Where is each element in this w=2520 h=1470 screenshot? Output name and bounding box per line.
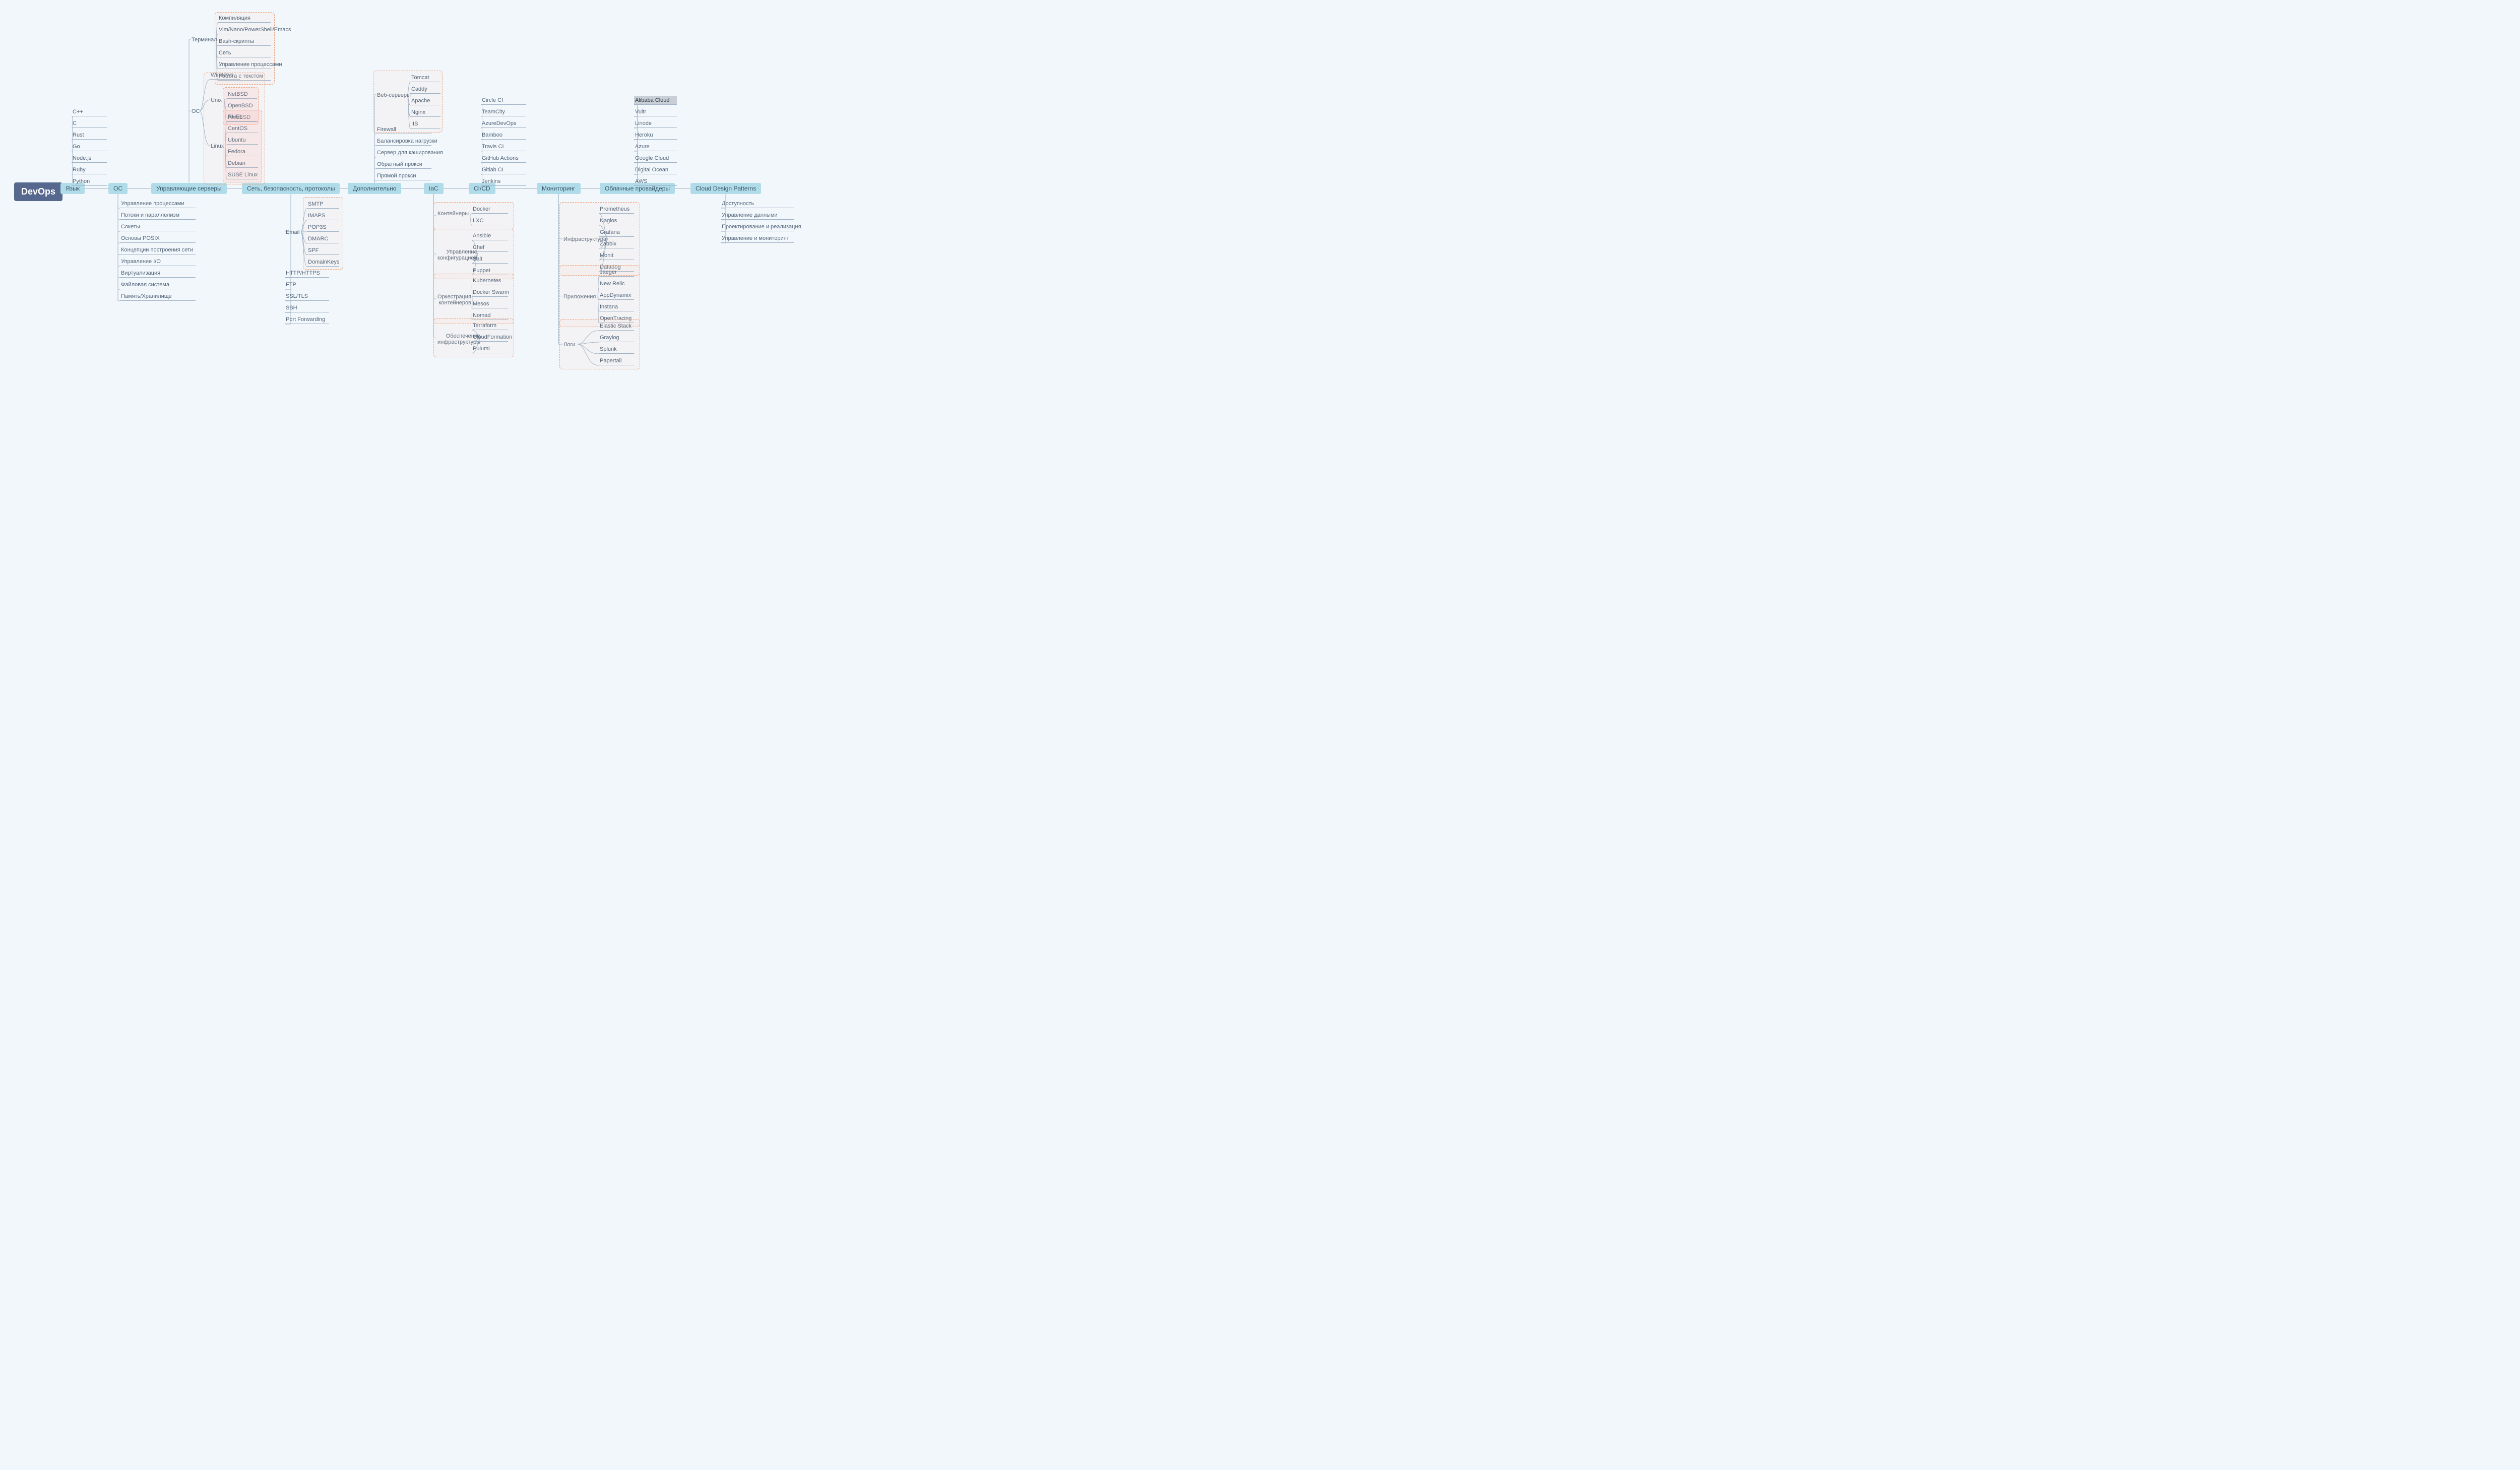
leaf[interactable]: Потоки и параллелизм: [120, 211, 196, 220]
leaf[interactable]: Circle CI: [481, 96, 526, 105]
leaf[interactable]: AppDynamix: [599, 291, 634, 300]
leaf[interactable]: SSH: [285, 304, 329, 312]
leaf[interactable]: Digital Ocean: [634, 166, 677, 174]
leaf[interactable]: SSL/TLS: [285, 292, 329, 301]
branch-os[interactable]: ОС: [108, 183, 128, 194]
leaf[interactable]: Сеть: [218, 49, 271, 57]
leaf[interactable]: Instana: [599, 303, 634, 311]
branch-net[interactable]: Сеть, безопасность, протоколы: [242, 183, 340, 194]
leaf[interactable]: Ansible: [472, 232, 508, 240]
leaf[interactable]: Прямой прокси: [376, 172, 431, 180]
leaf[interactable]: Alibaba Cloud: [634, 96, 677, 105]
leaf[interactable]: Управление процессами: [218, 60, 271, 69]
leaf[interactable]: Zabbix: [599, 240, 634, 248]
leaf[interactable]: Сервер для кэширования: [376, 149, 431, 157]
leaf[interactable]: Grafana: [599, 228, 634, 237]
leaf[interactable]: New Relic: [599, 280, 634, 288]
leaf[interactable]: Файловая система: [120, 281, 196, 289]
leaf[interactable]: Papertail: [599, 357, 634, 365]
group-box: [204, 73, 265, 184]
leaf[interactable]: TeamCity: [481, 108, 526, 116]
leaf[interactable]: Rust: [72, 131, 107, 140]
leaf[interactable]: Google Cloud: [634, 154, 677, 163]
branch-servers[interactable]: Управляющие серверы: [151, 183, 227, 194]
branch-extra[interactable]: Дополнительно: [348, 183, 401, 194]
leaf[interactable]: Jaeger: [599, 268, 634, 277]
leaf[interactable]: Nginx: [410, 108, 440, 117]
leaf[interactable]: Ruby: [72, 166, 107, 174]
leaf[interactable]: Elastic Stack: [599, 322, 634, 331]
leaf[interactable]: Проектирование и реализация: [721, 223, 794, 231]
leaf[interactable]: Docker Swarm: [472, 288, 508, 297]
sub-email[interactable]: Email: [285, 228, 301, 236]
leaf[interactable]: Vim/Nano/PowerShell/Emacs: [218, 26, 271, 34]
leaf[interactable]: Caddy: [410, 85, 440, 94]
leaf[interactable]: SMTP: [307, 200, 339, 209]
leaf[interactable]: LXC: [472, 217, 508, 225]
leaf[interactable]: Node.js: [72, 154, 107, 163]
leaf[interactable]: Monit: [599, 251, 634, 260]
leaf[interactable]: FTP: [285, 281, 329, 289]
sub-os[interactable]: ОС: [191, 107, 201, 115]
leaf[interactable]: Bash-скрипты: [218, 37, 271, 46]
sub-terminal[interactable]: Терминал: [191, 36, 218, 44]
leaf[interactable]: AWS: [634, 177, 677, 186]
leaf[interactable]: Firewall: [376, 125, 431, 134]
leaf[interactable]: POP3S: [307, 223, 339, 232]
leaf[interactable]: Виртуализация: [120, 269, 196, 278]
leaf[interactable]: Terraform: [472, 322, 508, 330]
leaf[interactable]: Память/Хранилище: [120, 292, 196, 301]
leaf[interactable]: Graylog: [599, 334, 634, 342]
leaf[interactable]: Port Forwarding: [285, 315, 329, 324]
branch-patterns[interactable]: Cloud Design Patterns: [690, 183, 761, 194]
leaf[interactable]: Python: [72, 177, 107, 186]
leaf[interactable]: HTTP/HTTPS: [285, 269, 329, 278]
leaf[interactable]: Компиляция: [218, 14, 271, 23]
leaf[interactable]: Apache: [410, 97, 440, 105]
leaf[interactable]: SPF: [307, 246, 339, 255]
leaf[interactable]: Mesos: [472, 300, 508, 308]
leaf[interactable]: Prometheus: [599, 205, 634, 214]
leaf[interactable]: C: [72, 119, 107, 128]
leaf[interactable]: CloudFormation: [472, 333, 508, 342]
leaf[interactable]: Балансировка нагрузки: [376, 137, 431, 146]
leaf[interactable]: Docker: [472, 205, 508, 214]
leaf[interactable]: Linode: [634, 119, 677, 128]
leaf[interactable]: Управление и мониторинг: [721, 234, 794, 243]
leaf[interactable]: Kubernetes: [472, 277, 508, 285]
leaf[interactable]: AzureDevOps: [481, 119, 526, 128]
branch-mon[interactable]: Мониторинг: [537, 183, 581, 194]
leaf[interactable]: Travis CI: [481, 143, 526, 151]
leaf[interactable]: Концепции построения сети: [120, 246, 196, 254]
leaf[interactable]: Обратный прокси: [376, 160, 431, 169]
leaf[interactable]: Nagios: [599, 217, 634, 225]
leaf[interactable]: Сокеты: [120, 223, 196, 231]
leaf[interactable]: IMAPS: [307, 212, 339, 220]
leaf[interactable]: Управление процессами: [120, 200, 196, 208]
leaf[interactable]: Управление данными: [721, 211, 794, 220]
root-node[interactable]: DevOps: [14, 182, 62, 201]
leaf[interactable]: Tomcat: [410, 74, 440, 82]
leaf[interactable]: Доступность: [721, 200, 794, 208]
leaf[interactable]: Управление I/O: [120, 258, 196, 266]
leaf[interactable]: Splunk: [599, 345, 634, 354]
leaf[interactable]: Go: [72, 143, 107, 151]
leaf[interactable]: Jenkins: [481, 177, 526, 186]
leaf[interactable]: Azure: [634, 143, 677, 151]
leaf[interactable]: Salt: [472, 255, 508, 264]
leaf[interactable]: GitHub Actions: [481, 154, 526, 163]
leaf[interactable]: DomainKeys: [307, 258, 339, 267]
branch-iac[interactable]: IaC: [424, 183, 444, 194]
leaf[interactable]: Heroku: [634, 131, 677, 140]
leaf[interactable]: Bamboo: [481, 131, 526, 140]
mindmap-canvas: DevOpsЯзыкОСУправляющие серверыСеть, без…: [0, 0, 791, 373]
leaf[interactable]: Vultr: [634, 108, 677, 116]
leaf[interactable]: Основы POSIX: [120, 234, 196, 243]
leaf[interactable]: Pulumi: [472, 345, 508, 353]
leaf[interactable]: Gitlab CI: [481, 166, 526, 174]
leaf[interactable]: C++: [72, 108, 107, 116]
leaf[interactable]: Chef: [472, 243, 508, 252]
leaf[interactable]: DMARC: [307, 235, 339, 243]
